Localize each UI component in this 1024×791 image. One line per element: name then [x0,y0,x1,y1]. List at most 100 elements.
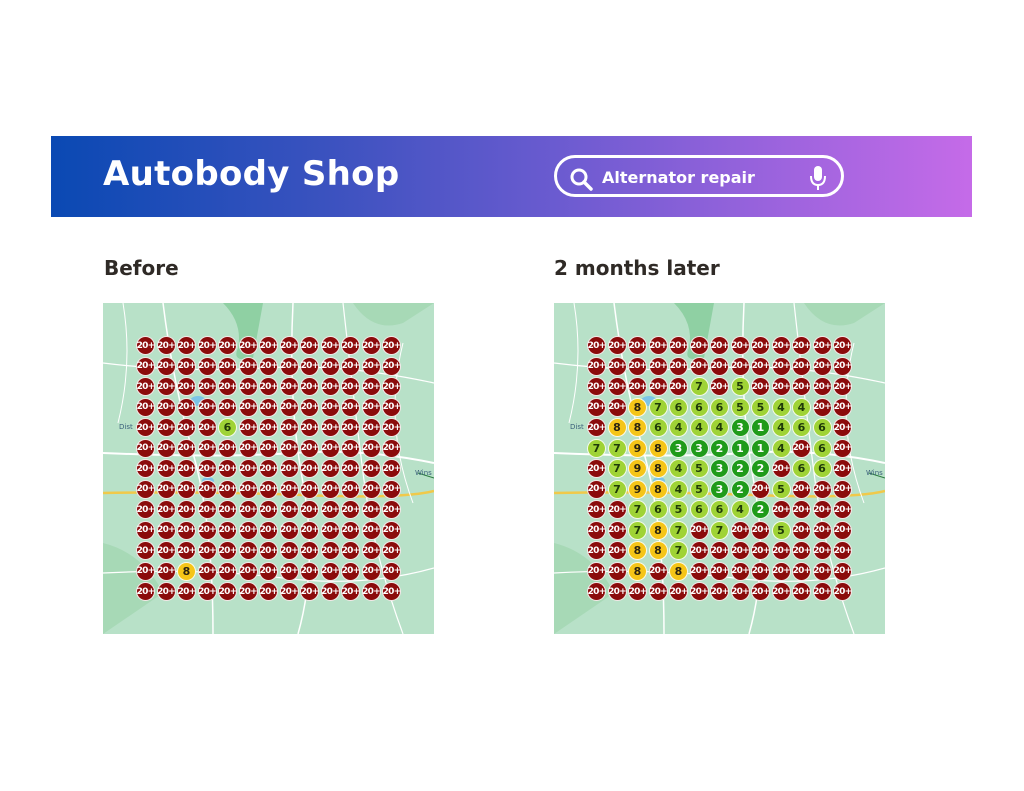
rank-pin[interactable]: 4 [710,418,729,437]
rank-pin[interactable]: 20+ [689,356,709,376]
rank-pin[interactable]: 20+ [792,479,811,499]
rank-pin[interactable]: 20+ [218,479,237,499]
rank-pin[interactable]: 20+ [730,541,750,560]
rank-pin[interactable]: 20+ [587,377,606,396]
rank-pin[interactable]: 20+ [792,336,811,355]
rank-pin[interactable]: 20+ [710,582,729,601]
rank-pin[interactable]: 20+ [361,479,381,499]
rank-pin[interactable]: 20+ [320,479,340,499]
rank-pin[interactable]: 6 [689,500,709,519]
rank-pin[interactable]: 20+ [197,418,217,437]
rank-pin[interactable]: 20+ [238,582,258,601]
rank-pin[interactable]: 20+ [341,582,360,601]
rank-pin[interactable]: 20+ [361,459,381,478]
rank-pin[interactable]: 20+ [833,377,852,396]
rank-pin[interactable]: 6 [648,418,668,437]
rank-pin[interactable]: 20+ [587,459,606,478]
rank-pin[interactable]: 4 [771,397,791,417]
rank-pin[interactable]: 6 [710,500,729,519]
rank-pin[interactable]: 8 [628,397,647,417]
rank-pin[interactable]: 20+ [833,438,852,458]
rank-pin[interactable]: 20+ [607,541,627,560]
rank-pin[interactable]: 7 [669,520,688,540]
rank-pin[interactable]: 1 [751,418,770,437]
rank-pin[interactable]: 20+ [628,582,647,601]
rank-pin[interactable]: 20+ [812,479,832,499]
rank-pin[interactable]: 20+ [751,541,770,560]
rank-pin[interactable]: 20+ [300,541,319,560]
rank-pin[interactable]: 20+ [259,459,278,478]
rank-pin[interactable]: 20+ [792,582,811,601]
rank-pin[interactable]: 20+ [792,541,811,560]
rank-pin[interactable]: 20+ [361,418,381,437]
rank-pin[interactable]: 6 [812,459,832,478]
rank-pin[interactable]: 20+ [156,541,176,560]
rank-pin[interactable]: 7 [710,520,729,540]
rank-pin[interactable]: 20+ [279,479,299,499]
rank-pin[interactable]: 20+ [320,561,340,581]
rank-pin[interactable]: 20+ [320,541,340,560]
rank-pin[interactable]: 20+ [361,377,381,396]
rank-pin[interactable]: 20+ [259,541,278,560]
microphone-icon[interactable] [809,165,827,191]
rank-pin[interactable]: 20+ [669,356,688,376]
rank-pin[interactable]: 7 [607,479,627,499]
rank-pin[interactable]: 7 [669,541,688,560]
rank-pin[interactable]: 20+ [238,520,258,540]
rank-pin[interactable]: 20+ [238,561,258,581]
rank-pin[interactable]: 20+ [156,418,176,437]
rank-pin[interactable]: 20+ [382,582,401,601]
rank-pin[interactable]: 9 [628,479,647,499]
rank-pin[interactable]: 20+ [259,377,278,396]
rank-pin[interactable]: 20+ [607,582,627,601]
rank-pin[interactable]: 20+ [382,336,401,355]
rank-pin[interactable]: 20+ [156,520,176,540]
rank-pin[interactable]: 20+ [689,336,709,355]
rank-pin[interactable]: 20+ [320,520,340,540]
rank-pin[interactable]: 5 [689,479,709,499]
rank-pin[interactable]: 20+ [238,377,258,396]
rank-pin[interactable]: 20+ [279,520,299,540]
rank-pin[interactable]: 20+ [300,520,319,540]
rank-pin[interactable]: 20+ [382,459,401,478]
rank-pin[interactable]: 20+ [177,397,196,417]
rank-pin[interactable]: 20+ [156,397,176,417]
rank-pin[interactable]: 20+ [177,582,196,601]
rank-pin[interactable]: 20+ [341,438,360,458]
rank-pin[interactable]: 20+ [341,356,360,376]
rank-pin[interactable]: 20+ [833,356,852,376]
rank-pin[interactable]: 20+ [361,336,381,355]
rank-pin[interactable]: 20+ [382,418,401,437]
rank-pin[interactable]: 20+ [320,582,340,601]
rank-pin[interactable]: 20+ [300,479,319,499]
rank-pin[interactable]: 20+ [218,500,237,519]
rank-pin[interactable]: 20+ [238,459,258,478]
rank-pin[interactable]: 20+ [197,541,217,560]
rank-pin[interactable]: 3 [689,438,709,458]
rank-pin[interactable]: 20+ [587,520,606,540]
rank-pin[interactable]: 20+ [300,561,319,581]
rank-pin[interactable]: 20+ [156,377,176,396]
rank-pin[interactable]: 20+ [279,500,299,519]
rank-pin[interactable]: 6 [792,418,811,437]
rank-pin[interactable]: 20+ [218,459,237,478]
rank-pin[interactable]: 8 [648,438,668,458]
rank-pin[interactable]: 20+ [833,418,852,437]
rank-pin[interactable]: 8 [648,459,668,478]
rank-pin[interactable]: 20+ [320,377,340,396]
rank-pin[interactable]: 20+ [361,438,381,458]
rank-pin[interactable]: 20+ [300,418,319,437]
rank-pin[interactable]: 20+ [382,541,401,560]
rank-pin[interactable]: 20+ [361,520,381,540]
rank-pin[interactable]: 20+ [812,561,832,581]
rank-pin[interactable]: 8 [177,561,196,581]
rank-pin[interactable]: 5 [771,520,791,540]
rank-pin[interactable]: 20+ [156,561,176,581]
rank-pin[interactable]: 20+ [607,356,627,376]
rank-pin[interactable]: 20+ [669,582,688,601]
rank-pin[interactable]: 20+ [771,336,791,355]
rank-pin[interactable]: 20+ [792,561,811,581]
rank-pin[interactable]: 20+ [259,397,278,417]
rank-pin[interactable]: 8 [628,541,647,560]
rank-pin[interactable]: 20+ [812,500,832,519]
